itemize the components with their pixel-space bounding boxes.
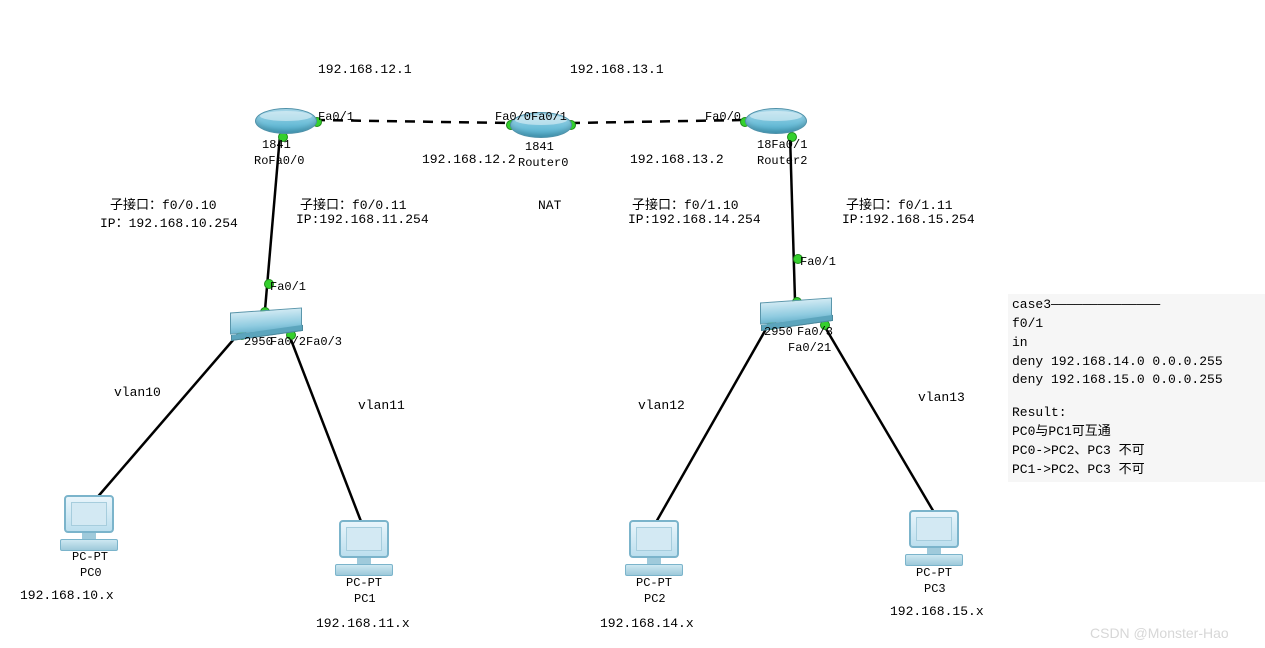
iface-label: Fa0/1 [318, 110, 354, 124]
ip-label: 192.168.13.1 [570, 62, 664, 77]
ip-label: 192.168.12.1 [318, 62, 412, 77]
pc-type: PC-PT [72, 550, 108, 564]
subif-label: 子接口：f0/0.10 [110, 194, 217, 213]
pc-type: PC-PT [636, 576, 672, 590]
link-sw1-pc3 [822, 322, 935, 514]
subif-label: IP：192.168.10.254 [100, 212, 238, 231]
vlan-label: vlan11 [358, 398, 405, 413]
switch0-icon [230, 310, 300, 338]
pc-host: PC2 [644, 592, 666, 606]
info-line: case3—————————————— [1012, 296, 1265, 315]
pc-type: PC-PT [346, 576, 382, 590]
subif-label: IP:192.168.15.254 [842, 212, 975, 227]
ip-label: 192.168.12.2 [422, 152, 516, 167]
iface-label: Fa0/1 [270, 280, 306, 294]
pc-host: PC0 [80, 566, 102, 580]
link-sw0-pc1 [288, 332, 362, 524]
pc-subnet: 192.168.14.x [600, 616, 694, 631]
pc-subnet: 192.168.11.x [316, 616, 410, 631]
pc-subnet: 192.168.10.x [20, 588, 114, 603]
spacer [1012, 390, 1265, 404]
info-line: in [1012, 334, 1265, 353]
info-result: PC1->PC2、PC3 不可 [1012, 461, 1265, 480]
iface-label: Fa0/0Fa0/1 [495, 110, 567, 124]
nat-label: NAT [538, 198, 561, 213]
info-line: deny 192.168.15.0 0.0.0.255 [1012, 371, 1265, 390]
subif-label: 子接口：f0/1.10 [632, 194, 739, 213]
link-sw0-pc0 [95, 332, 240, 500]
switch-model: 2950 [244, 335, 273, 349]
iface-label: Fa0/0 [705, 110, 741, 124]
acl-info-box: case3—————————————— f0/1 in deny 192.168… [1008, 294, 1265, 482]
info-result: PC0与PC1可互通 [1012, 423, 1265, 442]
iface-label: Fa0/21 [788, 341, 831, 355]
info-line: f0/1 [1012, 315, 1265, 334]
iface-label: Fa0/1 [800, 255, 836, 269]
subif-label: 子接口：f0/1.11 [846, 194, 953, 213]
subif-label: IP:192.168.11.254 [296, 212, 429, 227]
iface-label: Fa0/3 [797, 325, 833, 339]
pc2-icon [625, 520, 683, 572]
router-model: 18Fa0/1 [757, 138, 807, 152]
pc-type: PC-PT [916, 566, 952, 580]
iface-label: Fa0/2Fa0/3 [270, 335, 342, 349]
switch-model: 2950 [764, 325, 793, 339]
router2-icon [745, 108, 805, 138]
ip-label: 192.168.13.2 [630, 152, 724, 167]
router1-icon [255, 108, 315, 138]
info-line: deny 192.168.14.0 0.0.0.255 [1012, 353, 1265, 372]
info-result: PC0->PC2、PC3 不可 [1012, 442, 1265, 461]
pc1-icon [335, 520, 393, 572]
pc3-icon [905, 510, 963, 562]
pc0-icon [60, 495, 118, 547]
vlan-label: vlan12 [638, 398, 685, 413]
vlan-label: vlan10 [114, 385, 161, 400]
pc-host: PC1 [354, 592, 376, 606]
router-model: 1841 [525, 140, 554, 154]
info-result-title: Result: [1012, 404, 1265, 423]
subif-label: 子接口：f0/0.11 [300, 194, 407, 213]
link-sw1-pc2 [655, 322, 770, 524]
router-host: RoFa0/0 [254, 154, 304, 168]
watermark: CSDN @Monster-Hao [1090, 625, 1229, 641]
router-host: Router0 [518, 156, 568, 170]
vlan-label: vlan13 [918, 390, 965, 405]
router-model: 1841 [262, 138, 291, 152]
pc-subnet: 192.168.15.x [890, 604, 984, 619]
router-host: Router2 [757, 154, 807, 168]
network-diagram: 192.168.12.1 192.168.13.1 Fa0/1 Fa0/0Fa0… [0, 0, 1265, 648]
subif-label: IP:192.168.14.254 [628, 212, 761, 227]
switch1-icon [760, 300, 830, 328]
pc-host: PC3 [924, 582, 946, 596]
